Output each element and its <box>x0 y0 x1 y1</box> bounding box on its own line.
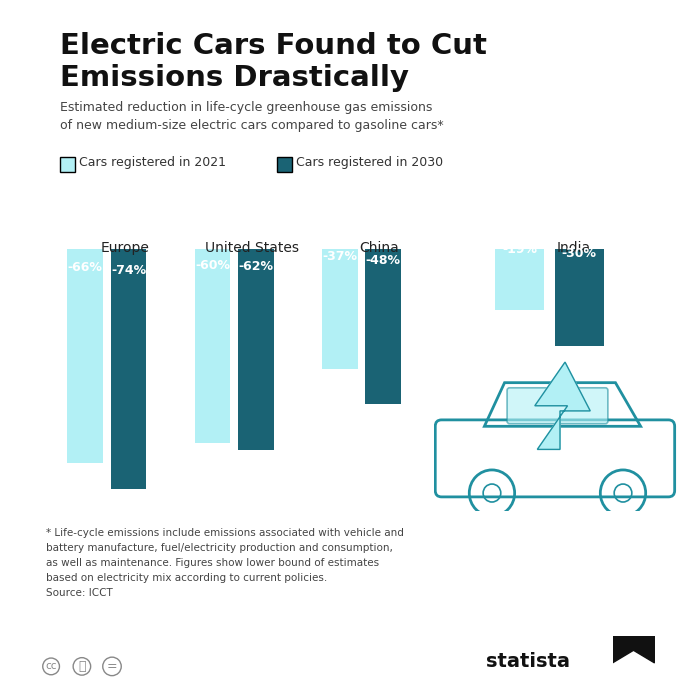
Text: Electric Cars Found to Cut: Electric Cars Found to Cut <box>60 32 486 60</box>
Text: China: China <box>359 241 399 255</box>
Text: -19%: -19% <box>503 243 538 256</box>
Polygon shape <box>535 362 590 449</box>
Text: cc: cc <box>46 662 57 671</box>
Bar <box>365 248 401 404</box>
Polygon shape <box>612 636 654 663</box>
Text: -37%: -37% <box>322 250 357 263</box>
Text: United States: United States <box>205 241 299 255</box>
Bar <box>195 248 230 443</box>
Text: India: India <box>557 241 591 255</box>
Text: Emissions Drastically: Emissions Drastically <box>60 64 409 92</box>
FancyBboxPatch shape <box>507 388 608 423</box>
Text: Cars registered in 2021: Cars registered in 2021 <box>79 156 226 169</box>
Bar <box>238 248 274 449</box>
Bar <box>111 248 146 489</box>
Text: -66%: -66% <box>68 261 103 274</box>
Text: -48%: -48% <box>365 254 400 267</box>
Text: -62%: -62% <box>238 260 273 272</box>
Text: * Life-cycle emissions include emissions associated with vehicle and
battery man: * Life-cycle emissions include emissions… <box>46 528 403 598</box>
Text: -60%: -60% <box>195 259 230 272</box>
Text: -30%: -30% <box>561 247 596 260</box>
Text: =: = <box>106 660 118 673</box>
Bar <box>67 248 103 463</box>
Text: Cars registered in 2030: Cars registered in 2030 <box>296 156 443 169</box>
Text: Europe: Europe <box>100 241 149 255</box>
Text: -74%: -74% <box>111 265 146 277</box>
Bar <box>495 248 545 310</box>
Text: ⓘ: ⓘ <box>78 660 85 673</box>
Bar <box>554 248 603 346</box>
Text: statista: statista <box>486 652 570 671</box>
Bar <box>322 248 358 368</box>
Text: Estimated reduction in life-cycle greenhouse gas emissions
of new medium-size el: Estimated reduction in life-cycle greenh… <box>60 101 443 132</box>
